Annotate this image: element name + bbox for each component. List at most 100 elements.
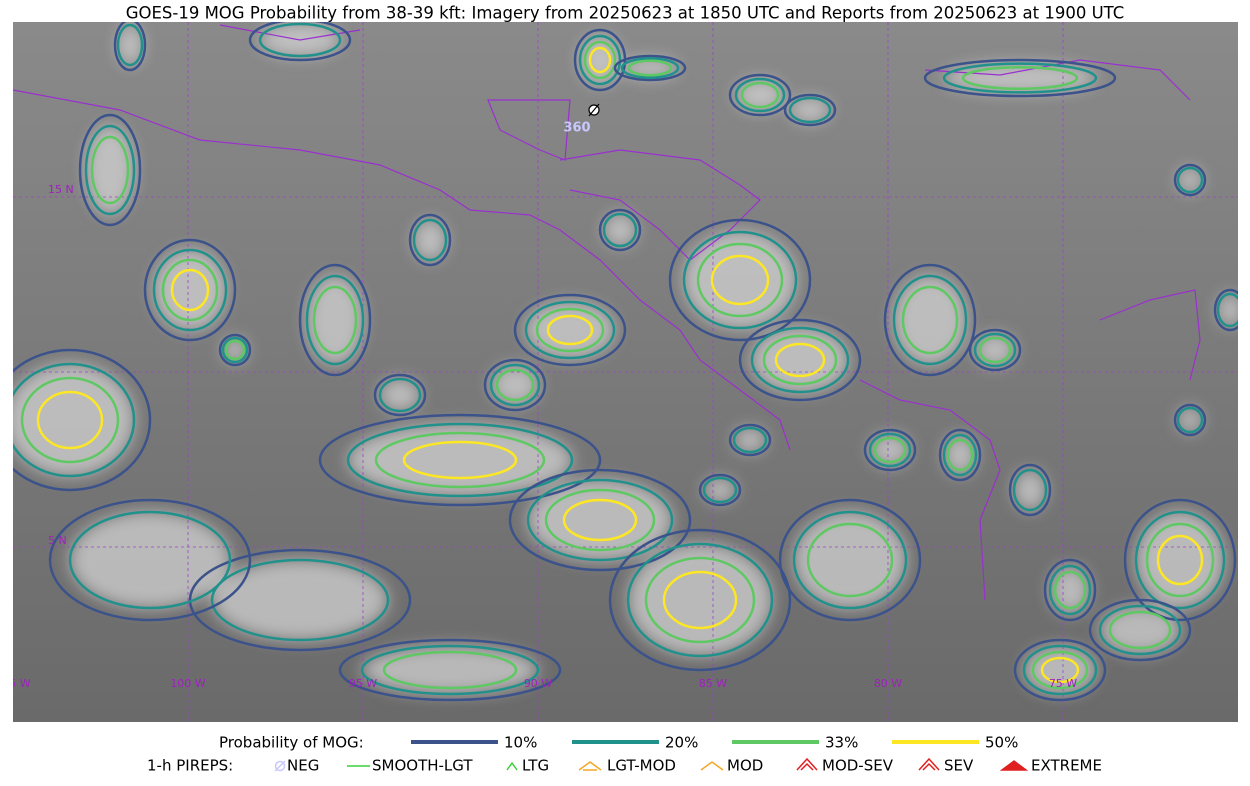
contour <box>728 423 772 457</box>
cloud <box>790 98 830 122</box>
contour <box>942 433 978 477</box>
contour <box>588 46 612 74</box>
contour <box>778 498 922 622</box>
probability-legend: Probability of MOG: 10% 20% 33% 50% <box>219 734 1018 752</box>
contour <box>544 488 656 552</box>
cloud <box>1218 294 1238 326</box>
contour <box>710 254 770 306</box>
contour <box>489 363 541 407</box>
contour <box>48 498 252 622</box>
cloud <box>86 126 134 214</box>
cloud <box>118 25 142 65</box>
contour <box>873 436 907 464</box>
contour <box>923 58 1117 98</box>
contour <box>408 213 452 267</box>
borders <box>13 24 1201 601</box>
cloud <box>362 646 538 694</box>
legend-label: EXTREME <box>1031 757 1102 775</box>
contour <box>526 478 674 562</box>
contour <box>1031 650 1089 690</box>
contour <box>583 40 617 80</box>
contour <box>608 528 792 672</box>
contour <box>978 336 1012 364</box>
legend-label: 33% <box>825 734 858 752</box>
contour <box>698 473 742 507</box>
contour <box>1108 610 1172 650</box>
contour <box>546 314 594 346</box>
contour <box>1040 656 1080 684</box>
contour <box>961 65 1079 91</box>
contour <box>68 510 232 610</box>
contour <box>696 242 784 318</box>
contour <box>1123 498 1237 622</box>
legend-label: MOD-SEV <box>822 757 894 775</box>
contour <box>346 422 574 498</box>
contour <box>762 334 838 386</box>
contour <box>602 212 638 248</box>
lon-label: 90 W <box>524 677 552 690</box>
cloud <box>628 544 772 656</box>
contour <box>662 570 738 630</box>
graticule <box>13 22 1238 722</box>
contour <box>495 368 535 402</box>
contour <box>1022 644 1098 696</box>
contour <box>1013 638 1107 702</box>
legend-title: 1-h PIREPS: <box>147 757 233 775</box>
contour <box>378 377 422 413</box>
contour <box>598 208 642 252</box>
contour <box>668 218 812 342</box>
contour <box>84 124 136 216</box>
legend-label: NEG <box>287 757 319 775</box>
contour <box>170 268 210 312</box>
contour <box>1043 558 1097 622</box>
cloud <box>307 276 363 364</box>
contour <box>788 96 832 124</box>
contour <box>318 413 602 507</box>
contour <box>298 263 372 377</box>
contour <box>305 274 365 366</box>
cloud <box>704 478 736 502</box>
contour <box>535 307 605 353</box>
cloud <box>604 214 636 246</box>
cloud <box>13 364 134 476</box>
contour <box>13 348 152 492</box>
contour <box>374 431 546 489</box>
contour <box>620 57 680 79</box>
contour <box>946 438 974 472</box>
cloud <box>894 276 966 364</box>
contour <box>728 73 792 117</box>
contour <box>90 135 130 205</box>
contour <box>13 362 136 478</box>
pirep-marker <box>588 103 600 117</box>
contour <box>161 258 219 322</box>
contour <box>883 263 977 377</box>
lat-label: 5 N <box>48 534 67 547</box>
contour <box>562 498 638 542</box>
pirep-legend: 1-h PIREPS: NEG SMOOTH-LGT LTG LGT-MOD MOD MO… <box>147 757 1102 775</box>
contour <box>508 468 692 572</box>
cloud <box>212 560 388 640</box>
contour <box>626 542 774 658</box>
contour <box>1134 510 1226 610</box>
contour <box>36 390 104 450</box>
legend-label: LTG <box>522 757 549 775</box>
cloud <box>684 232 796 328</box>
contour <box>973 332 1017 368</box>
contour <box>224 339 246 361</box>
contour <box>792 510 908 610</box>
contour <box>942 62 1098 94</box>
contour <box>938 428 982 482</box>
cloud <box>154 250 226 330</box>
contour <box>1213 288 1238 332</box>
contour <box>613 54 687 82</box>
contour <box>740 81 780 109</box>
contour <box>1098 604 1182 656</box>
contour <box>78 113 142 227</box>
pirep-icons <box>274 757 1029 772</box>
contour <box>1173 403 1207 437</box>
cloud <box>734 428 766 452</box>
cloud <box>70 512 230 608</box>
contour <box>682 230 798 330</box>
legend-label: SMOOTH-LGT <box>372 757 473 775</box>
